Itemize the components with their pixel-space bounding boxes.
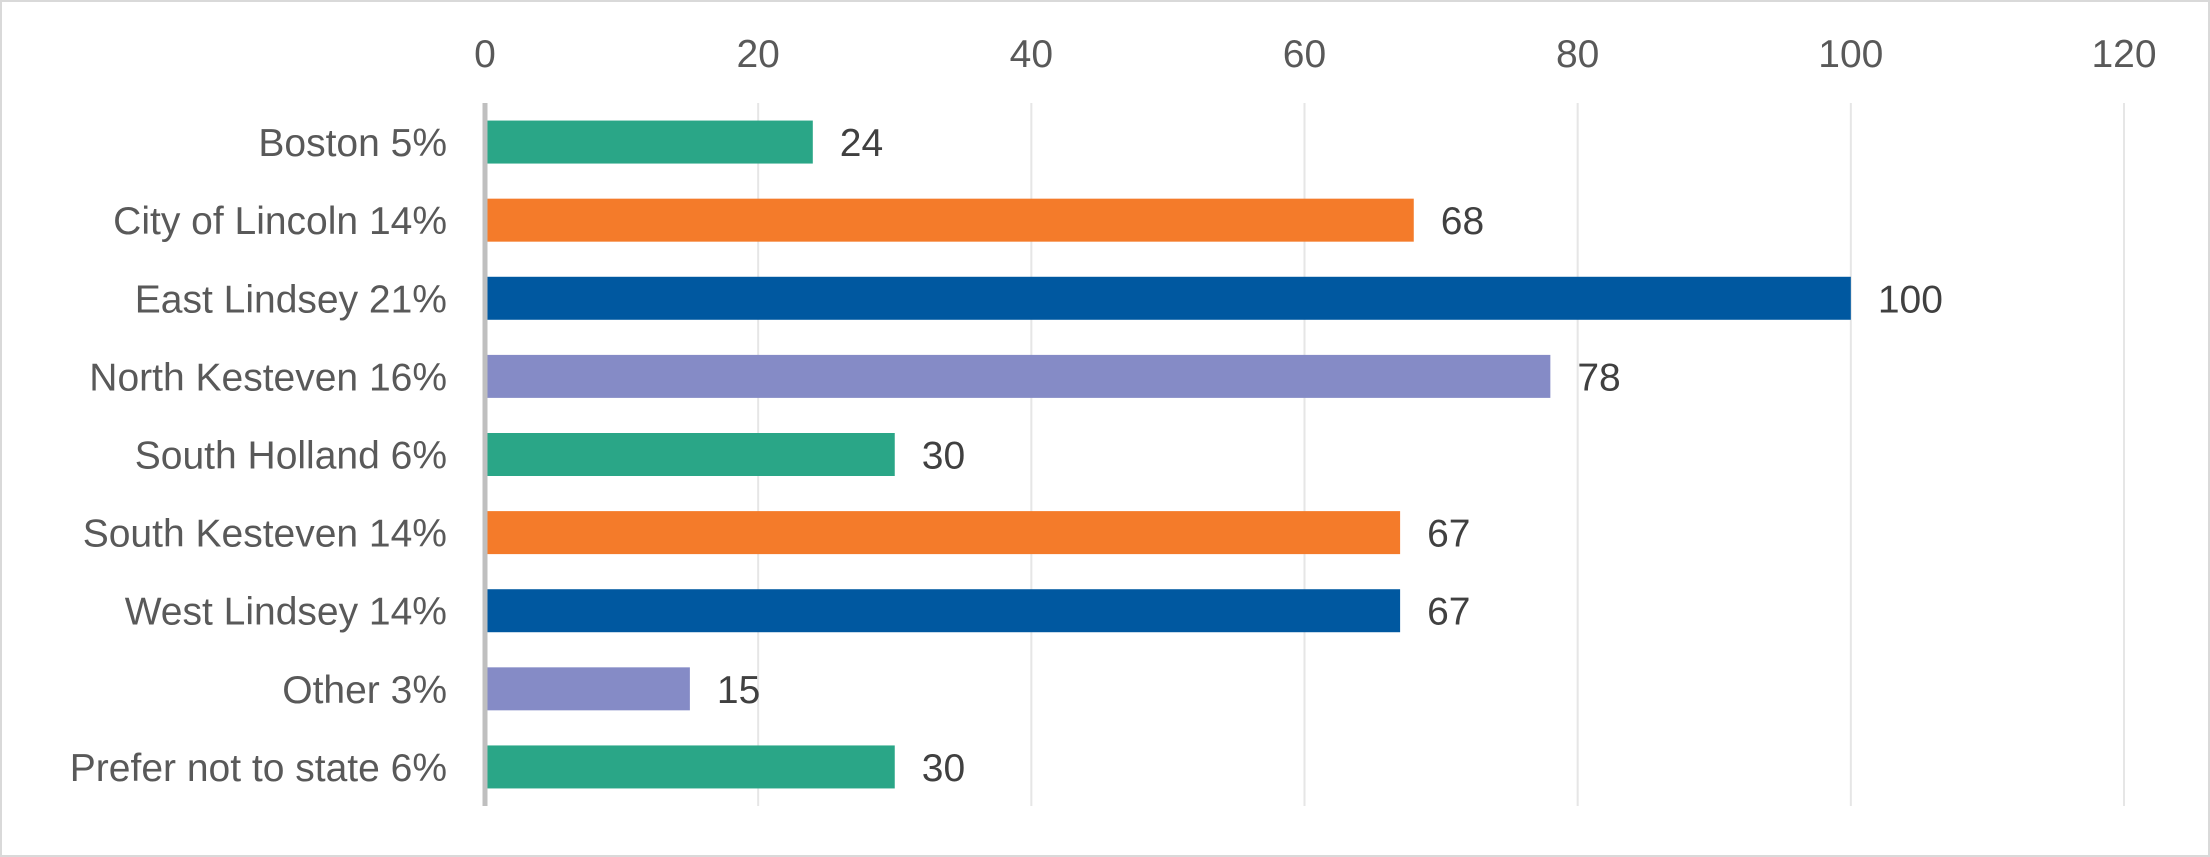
- x-tick-label: 20: [736, 33, 779, 76]
- category-label: Boston 5%: [258, 122, 447, 165]
- bar: [485, 511, 1401, 555]
- data-label: 30: [922, 747, 965, 790]
- category-label: West Lindsey 14%: [125, 591, 447, 634]
- bar: [485, 589, 1401, 633]
- category-label: North Kesteven 16%: [89, 356, 447, 399]
- bar: [485, 667, 690, 711]
- data-label: 24: [840, 122, 883, 165]
- category-label: East Lindsey 21%: [135, 278, 447, 321]
- x-tick-label: 0: [474, 33, 496, 76]
- data-label: 15: [717, 669, 760, 712]
- data-label: 78: [1577, 356, 1620, 399]
- bar: [485, 120, 813, 164]
- x-axis-ticks: 0 20 40 60 80 100 120: [474, 33, 2156, 76]
- x-tick-label: 100: [1818, 33, 1883, 76]
- category-label: South Kesteven 14%: [83, 513, 447, 556]
- bar: [485, 354, 1551, 398]
- category-label: South Holland 6%: [135, 435, 447, 478]
- x-tick-label: 80: [1556, 33, 1599, 76]
- x-tick-label: 40: [1010, 33, 1053, 76]
- category-labels: Boston 5% City of Lincoln 14% East Lindsey…: [70, 122, 447, 790]
- bars: [485, 120, 1851, 789]
- category-label: Prefer not to state 6%: [70, 747, 447, 790]
- x-tick-label: 60: [1283, 33, 1326, 76]
- data-label: 67: [1427, 591, 1470, 634]
- bar: [485, 276, 1851, 320]
- bar: [485, 433, 895, 476]
- data-labels: 24 68 100 78 30 67 67 15 30: [717, 122, 1943, 790]
- data-label: 30: [922, 435, 965, 478]
- bar: [485, 198, 1414, 242]
- category-label: Other 3%: [282, 669, 447, 712]
- data-label: 68: [1441, 200, 1484, 243]
- category-label: City of Lincoln 14%: [113, 200, 447, 243]
- bar: [485, 745, 895, 789]
- data-label: 100: [1878, 278, 1943, 321]
- x-tick-label: 120: [2091, 33, 2156, 76]
- data-label: 67: [1427, 513, 1470, 556]
